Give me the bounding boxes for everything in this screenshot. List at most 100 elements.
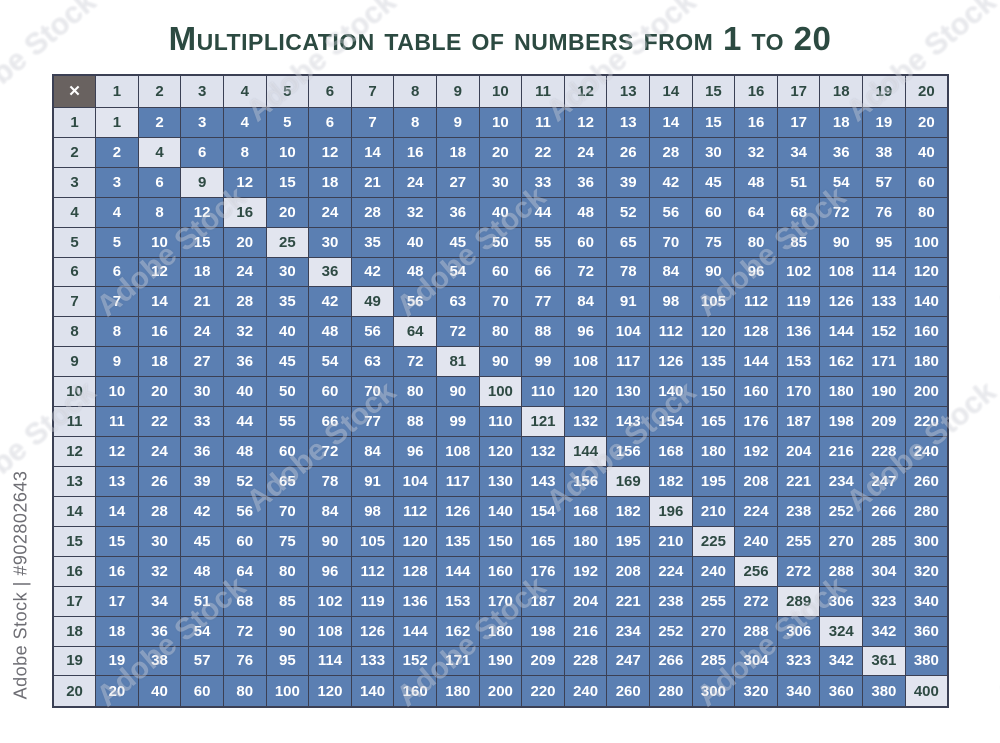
cell-5x9: 45 [435, 226, 480, 258]
cell-14x10: 140 [478, 495, 523, 527]
cell-14x9: 126 [435, 495, 480, 527]
cell-12x19: 228 [862, 436, 906, 467]
cell-17x7: 119 [350, 585, 395, 617]
cell-10x13: 130 [606, 376, 651, 408]
cell-12x9: 108 [435, 436, 480, 467]
cell-11x1: 11 [95, 406, 139, 438]
cell-14x18: 252 [819, 495, 864, 527]
cell-20x8: 160 [393, 675, 437, 708]
cell-15x5: 75 [265, 525, 310, 557]
row-header-7: 7 [52, 286, 97, 318]
cell-18x18: 324 [819, 615, 864, 647]
table-row-16: 16 16 32 48 64 80 96 112 128 144 160 176 192 208 224 24… [52, 555, 949, 587]
cell-9x3: 27 [180, 346, 224, 378]
cell-10x18: 180 [819, 376, 864, 408]
cell-17x10: 170 [478, 585, 523, 617]
cell-15x1: 15 [95, 525, 139, 557]
cell-13x2: 26 [137, 465, 182, 497]
cell-18x19: 342 [862, 615, 906, 647]
cell-16x8: 128 [393, 555, 437, 587]
col-header-1: 1 [95, 74, 139, 108]
cell-7x13: 91 [606, 286, 651, 318]
cell-7x17: 119 [776, 286, 821, 318]
cell-8x13: 104 [606, 316, 651, 348]
cell-11x15: 165 [691, 406, 736, 438]
cell-15x3: 45 [180, 525, 224, 557]
cell-18x10: 180 [478, 615, 523, 647]
cell-1x2: 2 [137, 106, 182, 138]
cell-6x7: 42 [350, 256, 395, 288]
cell-13x19: 247 [862, 465, 906, 497]
cell-1x6: 6 [308, 106, 352, 138]
cell-20x20: 400 [904, 675, 949, 708]
cell-8x18: 144 [819, 316, 864, 348]
cell-20x18: 360 [819, 675, 864, 708]
cell-2x6: 12 [308, 136, 352, 168]
cell-8x3: 24 [180, 316, 224, 348]
cell-13x9: 117 [435, 465, 480, 497]
cell-4x2: 8 [137, 196, 182, 228]
cell-2x7: 14 [350, 136, 395, 168]
cell-15x19: 285 [862, 525, 906, 557]
cell-13x15: 195 [691, 465, 736, 497]
cell-5x16: 80 [734, 226, 778, 258]
cell-1x14: 14 [649, 106, 693, 138]
cell-9x1: 9 [95, 346, 139, 378]
cell-5x5: 25 [265, 226, 310, 258]
row-header-9: 9 [52, 346, 97, 378]
cell-12x10: 120 [478, 436, 523, 467]
row-header-17: 17 [52, 585, 97, 617]
table-row-5: 5 5 10 15 20 25 30 35 40 45 50 55 60 65 70 75 80 85 90 95 10… [52, 226, 949, 258]
cell-14x4: 56 [222, 495, 267, 527]
cell-3x5: 15 [265, 166, 310, 198]
multiplication-table-wrap: ✕ 1 2 3 4 5 6 7 8 9 10 11 12 13 14 15 16 17 18 19 20 1 1 2 3 4 5 6 7… [52, 74, 949, 708]
cell-16x12: 192 [563, 555, 608, 587]
cell-5x20: 100 [904, 226, 949, 258]
cell-1x5: 5 [265, 106, 310, 138]
table-row-12: 12 12 24 36 48 60 72 84 96 108 120 132 144 156 168 180 1… [52, 436, 949, 467]
cell-1x16: 16 [734, 106, 778, 138]
cell-18x12: 216 [563, 615, 608, 647]
cell-13x20: 260 [904, 465, 949, 497]
cell-12x14: 168 [649, 436, 693, 467]
row-header-4: 4 [52, 196, 97, 228]
cell-11x3: 33 [180, 406, 224, 438]
cell-19x19: 361 [862, 645, 906, 677]
cell-16x13: 208 [606, 555, 651, 587]
cell-13x7: 91 [350, 465, 395, 497]
cell-12x18: 216 [819, 436, 864, 467]
cell-20x4: 80 [222, 675, 267, 708]
cell-6x19: 114 [862, 256, 906, 288]
row-header-10: 10 [52, 376, 97, 408]
row-header-14: 14 [52, 495, 97, 527]
cell-16x11: 176 [521, 555, 565, 587]
row-header-12: 12 [52, 436, 97, 467]
cell-13x4: 52 [222, 465, 267, 497]
cell-16x15: 240 [691, 555, 736, 587]
cell-20x3: 60 [180, 675, 224, 708]
cell-9x11: 99 [521, 346, 565, 378]
col-header-18: 18 [819, 74, 864, 108]
cell-20x14: 280 [649, 675, 693, 708]
col-header-7: 7 [350, 74, 395, 108]
cell-5x4: 20 [222, 226, 267, 258]
cell-7x1: 7 [95, 286, 139, 318]
cell-9x10: 90 [478, 346, 523, 378]
cell-18x3: 54 [180, 615, 224, 647]
cell-16x5: 80 [265, 555, 310, 587]
cell-10x1: 10 [95, 376, 139, 408]
cell-9x16: 144 [734, 346, 778, 378]
cell-6x9: 54 [435, 256, 480, 288]
cell-17x12: 204 [563, 585, 608, 617]
cell-19x16: 304 [734, 645, 778, 677]
cell-19x11: 209 [521, 645, 565, 677]
cell-10x15: 150 [691, 376, 736, 408]
multiplication-table: ✕ 1 2 3 4 5 6 7 8 9 10 11 12 13 14 15 16 17 18 19 20 1 1 2 3 4 5 6 7… [52, 74, 949, 708]
cell-17x6: 102 [308, 585, 352, 617]
cell-20x11: 220 [521, 675, 565, 708]
cell-4x13: 52 [606, 196, 651, 228]
cell-13x6: 78 [308, 465, 352, 497]
cell-14x3: 42 [180, 495, 224, 527]
cell-14x7: 98 [350, 495, 395, 527]
cell-15x7: 105 [350, 525, 395, 557]
